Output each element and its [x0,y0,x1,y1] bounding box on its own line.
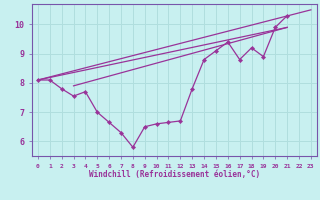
X-axis label: Windchill (Refroidissement éolien,°C): Windchill (Refroidissement éolien,°C) [89,170,260,179]
